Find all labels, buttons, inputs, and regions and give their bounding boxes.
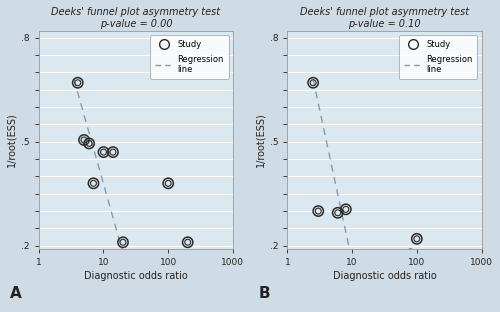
- Y-axis label: 1/root(ESS): 1/root(ESS): [256, 113, 266, 167]
- Point: [314, 208, 322, 213]
- Point: [314, 257, 322, 262]
- Point: [90, 181, 98, 186]
- Point: [85, 141, 93, 146]
- Point: [100, 150, 108, 155]
- Point: [334, 210, 342, 215]
- Point: [342, 207, 350, 212]
- Point: [74, 80, 82, 85]
- Point: [80, 138, 88, 143]
- Point: [74, 80, 82, 85]
- Point: [184, 240, 192, 245]
- Point: [109, 150, 117, 155]
- Y-axis label: 1/root(ESS): 1/root(ESS): [7, 113, 17, 167]
- Text: B: B: [258, 286, 270, 301]
- Point: [334, 210, 342, 215]
- X-axis label: Diagnostic odds ratio: Diagnostic odds ratio: [84, 271, 188, 281]
- Point: [80, 138, 88, 143]
- Point: [342, 207, 350, 212]
- Point: [309, 80, 317, 85]
- Point: [119, 240, 127, 245]
- Point: [164, 181, 172, 186]
- Point: [314, 208, 322, 213]
- Point: [314, 257, 322, 262]
- Point: [85, 141, 93, 146]
- Point: [413, 236, 421, 241]
- Point: [309, 80, 317, 85]
- Title: Deeks' funnel plot asymmetry test
p-value = 0.00: Deeks' funnel plot asymmetry test p-valu…: [52, 7, 220, 28]
- Point: [413, 236, 421, 241]
- Text: A: A: [10, 286, 22, 301]
- Point: [406, 252, 414, 257]
- Point: [164, 181, 172, 186]
- Point: [90, 181, 98, 186]
- Point: [406, 252, 414, 257]
- Legend: Study, Regression
line: Study, Regression line: [398, 35, 477, 79]
- X-axis label: Diagnostic odds ratio: Diagnostic odds ratio: [332, 271, 436, 281]
- Title: Deeks' funnel plot asymmetry test
p-value = 0.10: Deeks' funnel plot asymmetry test p-valu…: [300, 7, 469, 28]
- Point: [100, 150, 108, 155]
- Legend: Study, Regression
line: Study, Regression line: [150, 35, 229, 79]
- Point: [184, 240, 192, 245]
- Point: [119, 240, 127, 245]
- Point: [109, 150, 117, 155]
